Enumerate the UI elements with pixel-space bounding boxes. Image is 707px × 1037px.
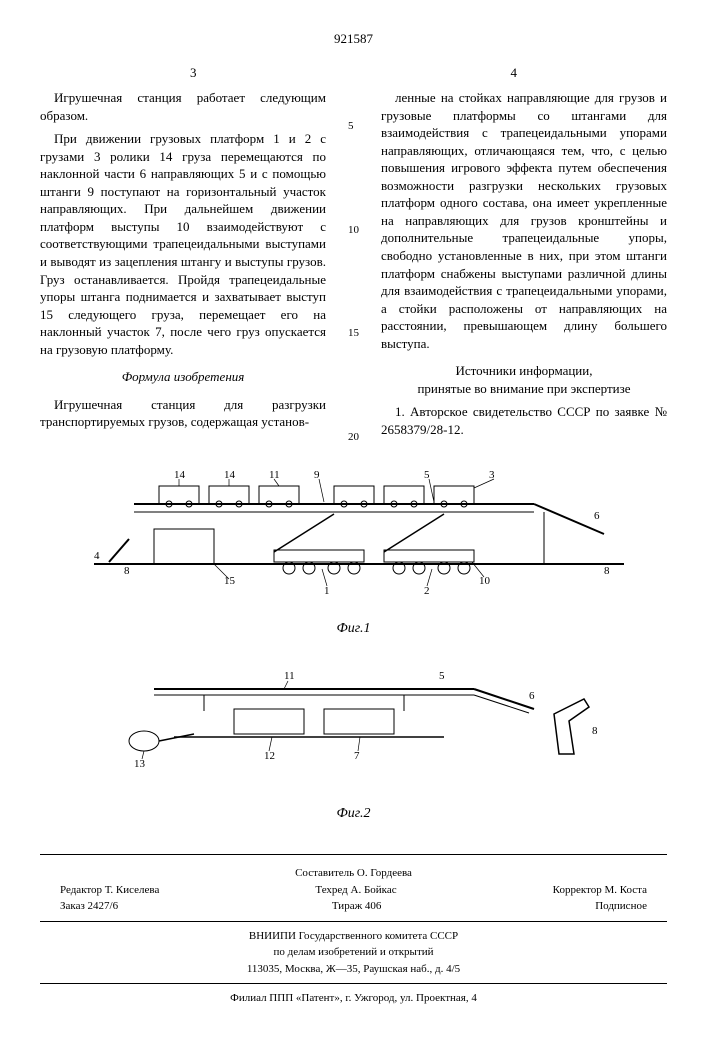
line-markers: 5 10 15 20 (344, 89, 363, 444)
text-columns: Игрушечная станция работает следующим об… (40, 89, 667, 444)
svg-text:13: 13 (134, 758, 146, 770)
right-column: ленные на стойках направляющие для грузо… (381, 89, 667, 444)
line-marker: 15 (348, 326, 359, 341)
svg-text:8: 8 (124, 565, 130, 577)
svg-text:8: 8 (604, 565, 610, 577)
svg-text:2: 2 (424, 585, 430, 597)
svg-text:3: 3 (489, 469, 495, 481)
footer-org2: по делам изобретений и открытий (40, 944, 667, 961)
footer-addr1: 113035, Москва, Ж—35, Раушская наб., д. … (40, 961, 667, 978)
formula-title: Формула изобретения (40, 368, 326, 386)
footer-editor: Редактор Т. Киселева (60, 882, 159, 899)
right-p1: ленные на стойках направляющие для грузо… (381, 89, 667, 352)
svg-text:15: 15 (224, 575, 236, 587)
left-p1: Игрушечная станция работает следующим об… (40, 89, 326, 124)
fig1-caption: Фиг.1 (40, 620, 667, 639)
footer-subscription: Подписное (595, 898, 647, 915)
svg-text:5: 5 (439, 670, 445, 682)
footer-corrector: Корректор М. Коста (553, 882, 647, 899)
svg-text:7: 7 (354, 750, 360, 762)
left-p3: Игрушечная станция для разгрузки транспо… (40, 396, 326, 431)
line-marker: 5 (348, 119, 359, 134)
page-right: 4 (511, 64, 518, 82)
right-p2: 1. Авторское свидетельство СССР по заявк… (381, 403, 667, 438)
line-marker: 20 (348, 430, 359, 445)
svg-text:14: 14 (174, 469, 186, 481)
figure-2: 11 5 6 13 12 7 8 Фиг.2 (40, 659, 667, 824)
svg-text:8: 8 (592, 725, 598, 737)
svg-text:14: 14 (224, 469, 236, 481)
svg-text:11: 11 (284, 670, 295, 682)
footer-addr2: Филиал ППП «Патент», г. Ужгород, ул. Про… (40, 990, 667, 1007)
svg-text:6: 6 (529, 690, 535, 702)
page-numbers: 3 4 (40, 64, 667, 82)
footer-order: Заказ 2427/6 (60, 898, 118, 915)
left-column: Игрушечная станция работает следующим об… (40, 89, 326, 444)
svg-text:10: 10 (479, 575, 491, 587)
svg-text:6: 6 (594, 510, 600, 522)
footer-compiler: Составитель О. Гордеева (40, 865, 667, 882)
footer-org1: ВНИИПИ Государственного комитета СССР (40, 928, 667, 945)
svg-text:4: 4 (94, 550, 100, 562)
svg-text:1: 1 (324, 585, 330, 597)
footer: Составитель О. Гордеева Редактор Т. Кисе… (40, 854, 667, 1007)
figure-1: 14 14 11 9 5 3 6 4 8 15 1 2 10 8 Фиг.1 (40, 464, 667, 639)
doc-number: 921587 (40, 30, 667, 48)
footer-tirage: Тираж 406 (332, 898, 382, 915)
fig2-caption: Фиг.2 (40, 805, 667, 824)
left-p2: При движении грузовых платформ 1 и 2 с г… (40, 130, 326, 358)
sources-title: Источники информации, принятые во вниман… (381, 362, 667, 397)
line-marker: 10 (348, 223, 359, 238)
footer-tech: Техред А. Бойкас (315, 882, 396, 899)
page-left: 3 (190, 64, 197, 82)
svg-text:12: 12 (264, 750, 275, 762)
